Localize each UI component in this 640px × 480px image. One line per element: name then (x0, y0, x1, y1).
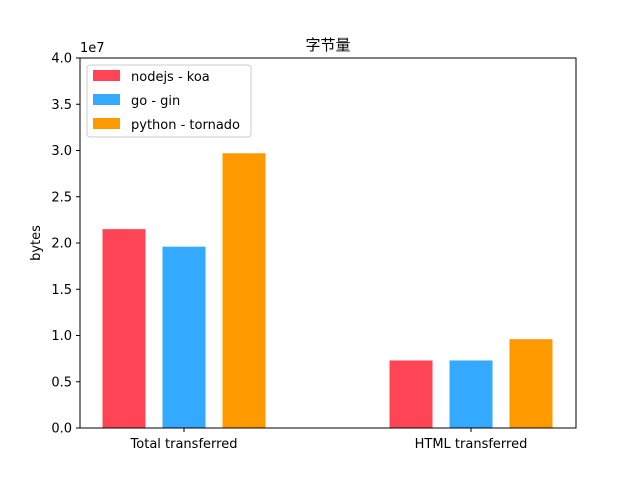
y-axis-label: bytes (29, 225, 44, 261)
legend-swatch (93, 70, 120, 81)
y-tick-label: 1.5 (51, 283, 72, 298)
y-tick-label: 0.5 (51, 375, 72, 390)
legend-swatch (93, 118, 120, 129)
bar-nodejs-koa-1 (389, 360, 433, 428)
y-tick-label: 2.0 (51, 237, 72, 252)
legend-label: go - gin (131, 94, 180, 109)
y-offset-label: 1e7 (80, 41, 105, 56)
bar-python-tornado-1 (509, 339, 553, 428)
bar-go-gin-0 (162, 246, 206, 428)
x-tick-label: HTML transferred (415, 437, 528, 452)
y-tick-label: 3.0 (51, 144, 72, 159)
y-tick-label: 1.0 (51, 329, 72, 344)
chart-title: 字节量 (305, 36, 350, 54)
legend-label: nodejs - koa (131, 70, 210, 85)
bar-go-gin-1 (449, 360, 493, 428)
legend-label: python - tornado (131, 118, 240, 133)
y-tick-label: 4.0 (51, 52, 72, 67)
bars-group (102, 153, 553, 428)
legend-swatch (93, 94, 120, 105)
legend: nodejs - koa go - gin python - tornado (86, 64, 252, 138)
y-tick-label: 3.5 (51, 98, 72, 113)
x-tick-label: Total transferred (130, 437, 238, 452)
plot-frame (79, 57, 577, 429)
y-tick-label: 0.0 (51, 422, 72, 437)
bar-python-tornado-0 (222, 153, 266, 428)
y-tick-label: 2.5 (51, 190, 72, 205)
y-ticks-group: 0.0 0.5 1.0 1.5 2.0 2.5 3.0 3.5 4.0 (51, 52, 80, 437)
legend-box (86, 64, 252, 138)
x-ticks-group: Total transferred HTML transferred (130, 428, 528, 452)
bar-nodejs-koa-0 (102, 229, 146, 428)
